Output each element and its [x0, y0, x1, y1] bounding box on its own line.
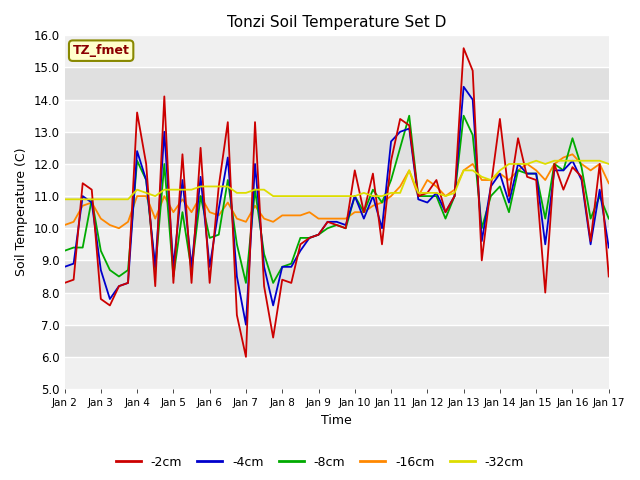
- Text: TZ_fmet: TZ_fmet: [73, 44, 129, 57]
- Bar: [65, 36, 609, 68]
- X-axis label: Time: Time: [321, 414, 352, 427]
- Bar: [65, 196, 609, 228]
- Bar: [65, 100, 609, 132]
- Y-axis label: Soil Temperature (C): Soil Temperature (C): [15, 148, 28, 276]
- Bar: [65, 228, 609, 261]
- Legend: -2cm, -4cm, -8cm, -16cm, -32cm: -2cm, -4cm, -8cm, -16cm, -32cm: [111, 451, 529, 474]
- Bar: [65, 164, 609, 196]
- Bar: [65, 261, 609, 292]
- Bar: [65, 292, 609, 324]
- Bar: [65, 324, 609, 357]
- Bar: [65, 132, 609, 164]
- Bar: [65, 68, 609, 100]
- Title: Tonzi Soil Temperature Set D: Tonzi Soil Temperature Set D: [227, 15, 446, 30]
- Bar: [65, 357, 609, 389]
